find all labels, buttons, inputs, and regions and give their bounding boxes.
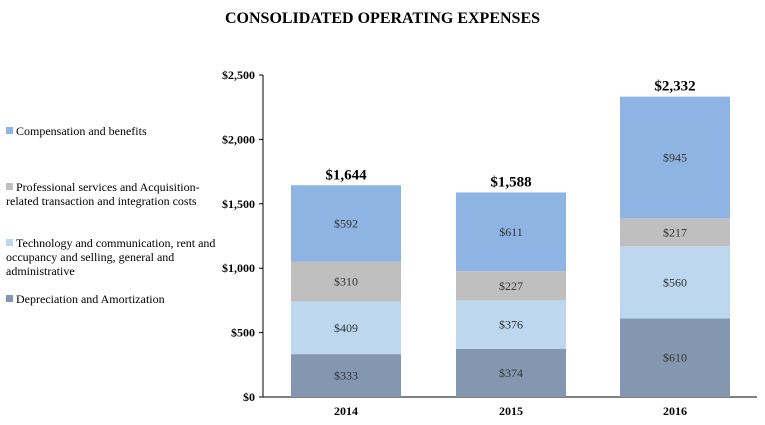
legend-label: Depreciation and Amortization xyxy=(16,292,165,306)
y-tick-label: $1,500 xyxy=(222,197,255,211)
bar-segment xyxy=(620,318,730,397)
y-tick-label: $500 xyxy=(231,326,255,340)
bar-segment-label: $610 xyxy=(663,351,687,365)
y-tick-label: $2,000 xyxy=(222,132,255,146)
x-tick-label: 2015 xyxy=(499,404,523,418)
bar-segment-label: $227 xyxy=(499,279,523,293)
legend-item-professional: Professional services and Acquisition-re… xyxy=(6,180,216,208)
bar-segment-label: $333 xyxy=(334,369,358,383)
bar-segment xyxy=(620,246,730,319)
y-tick-label: $0 xyxy=(243,390,255,404)
bar-segment xyxy=(291,301,401,355)
y-tick-label: $1,000 xyxy=(222,261,255,275)
legend-item-technology: Technology and communication, rent and o… xyxy=(6,236,216,278)
bar-segment xyxy=(456,348,566,397)
bar-total-label: $1,644 xyxy=(325,167,367,183)
bar-segment-label: $611 xyxy=(499,225,523,239)
x-tick-label: 2014 xyxy=(334,404,358,418)
legend-item-compensation: Compensation and benefits xyxy=(6,124,216,138)
bar-segment-label: $374 xyxy=(499,366,523,380)
bar-segment-label: $945 xyxy=(663,150,687,164)
x-tick-label: 2016 xyxy=(663,404,687,418)
bar-segment-label: $310 xyxy=(334,274,358,288)
bar-segment xyxy=(291,354,401,397)
legend-swatch xyxy=(6,183,13,190)
bar-segment-label: $376 xyxy=(499,318,523,332)
bar-segment-label: $560 xyxy=(663,275,687,289)
legend-swatch xyxy=(6,295,13,302)
bar-total-label: $2,332 xyxy=(654,79,695,95)
legend-label: Technology and communication, rent and o… xyxy=(6,236,216,278)
bar-segment-label: $592 xyxy=(334,216,358,230)
legend-label: Professional services and Acquisition-re… xyxy=(6,180,200,208)
bar-segment xyxy=(291,261,401,302)
legend-swatch xyxy=(6,239,13,246)
bar-segment xyxy=(456,271,566,301)
bar-segment xyxy=(291,185,401,262)
legend-item-depreciation: Depreciation and Amortization xyxy=(6,292,216,306)
bar-segment-label: $217 xyxy=(663,225,687,239)
legend-swatch xyxy=(6,127,13,134)
y-tick-label: $2,500 xyxy=(222,68,255,82)
legend-label: Compensation and benefits xyxy=(16,124,147,138)
bar-segment xyxy=(620,96,730,219)
bar-segment xyxy=(620,218,730,247)
bar-segment xyxy=(456,192,566,272)
bar-segment-label: $409 xyxy=(334,321,358,335)
chart-title: CONSOLIDATED OPERATING EXPENSES xyxy=(224,10,541,27)
bar-segment xyxy=(456,300,566,349)
bar-total-label: $1,588 xyxy=(490,174,531,190)
